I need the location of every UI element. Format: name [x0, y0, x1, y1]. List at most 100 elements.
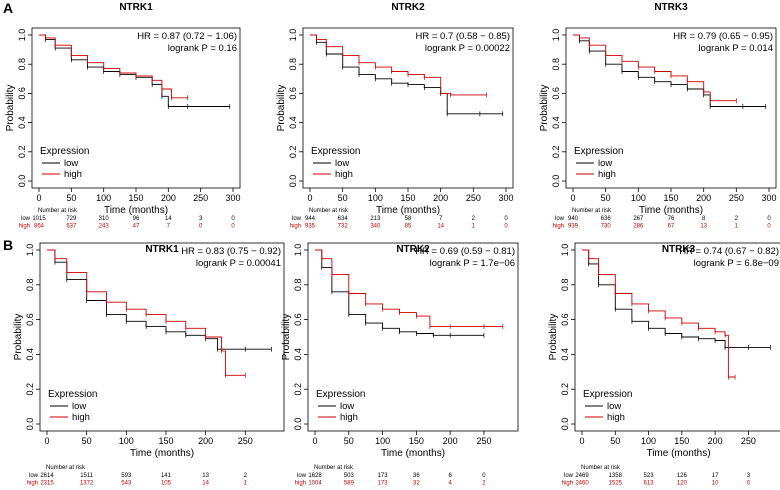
survival-curve-high	[582, 249, 736, 378]
legend-label-high: high	[335, 169, 353, 180]
x-axis-title: Time (months)	[646, 448, 710, 459]
risk-count-low: 634	[338, 216, 349, 222]
chart-title: NTRK3	[654, 2, 688, 13]
x-tick-label: 0	[579, 436, 584, 446]
risk-row-label-low: low	[555, 216, 565, 222]
legend-label-high: high	[64, 169, 82, 180]
risk-count-high: 14	[202, 481, 209, 487]
risk-count-high: 4	[449, 481, 453, 487]
y-axis-title: Probability	[276, 85, 287, 132]
y-tick-label: 0.4	[560, 348, 570, 361]
x-tick-label: 100	[641, 436, 656, 446]
risk-count-low: 36	[413, 473, 420, 479]
risk-count-low: 1358	[609, 473, 623, 479]
legend-title: Expression	[574, 146, 623, 157]
risk-count-low: 173	[378, 473, 389, 479]
y-tick-label: 0.8	[293, 279, 303, 292]
risk-count-high: 120	[677, 481, 688, 487]
x-tick-label: 100	[119, 436, 134, 446]
x-tick-label: 100	[368, 193, 383, 203]
x-tick-label: 200	[198, 436, 213, 446]
risk-count-high: 1	[735, 224, 739, 230]
panel-label-b: B	[3, 237, 13, 253]
y-tick-label: 0.8	[560, 279, 570, 292]
chart-title: NTRK2	[396, 244, 430, 255]
y-tick-label: 0.8	[17, 58, 27, 71]
risk-row-label-low: low	[21, 216, 31, 222]
y-tick-label: 0.6	[560, 313, 570, 326]
legend-title: Expression	[48, 389, 97, 400]
y-tick-label: 0.4	[17, 116, 27, 129]
risk-count-high: 864	[34, 224, 45, 230]
legend-label-low: low	[607, 401, 621, 412]
risk-count-high: 105	[161, 481, 172, 487]
y-tick-label: 0.4	[551, 116, 561, 129]
risk-count-high: 730	[601, 224, 612, 230]
risk-count-high: 13	[700, 224, 707, 230]
risk-count-low: 3	[747, 473, 751, 479]
risk-count-low: 0	[504, 216, 508, 222]
risk-count-high: 613	[644, 481, 655, 487]
x-tick-label: 300	[225, 193, 240, 203]
legend-title: Expression	[40, 146, 89, 157]
plot-frame	[39, 242, 285, 432]
risk-count-low: 141	[161, 473, 172, 479]
risk-count-low: 58	[405, 216, 412, 222]
risk-count-high: 732	[338, 224, 349, 230]
x-tick-label: 100	[375, 436, 390, 446]
legend-label-low: low	[64, 158, 78, 169]
risk-row-label-high: high	[562, 481, 573, 487]
y-tick-label: 1.0	[17, 29, 27, 42]
x-tick-label: 100	[96, 193, 111, 203]
x-tick-label: 200	[161, 193, 176, 203]
logrank-p-text: logrank P = 6.8e−09	[694, 258, 779, 269]
risk-count-high: 0	[231, 224, 235, 230]
risk-count-high: 1372	[80, 481, 94, 487]
x-tick-label: 150	[409, 436, 424, 446]
x-tick-label: 0	[307, 193, 312, 203]
y-tick-label: 0.0	[17, 175, 27, 188]
risk-count-low: 1511	[80, 473, 94, 479]
risk-count-low: 944	[305, 216, 316, 222]
hazard-ratio-text: HR = 0.69 (0.59 − 0.81)	[415, 246, 515, 257]
chart-title: NTRK3	[662, 244, 696, 255]
risk-count-high: 47	[133, 224, 140, 230]
y-tick-label: 0.2	[293, 383, 303, 396]
x-axis-title: Time (months)	[381, 448, 445, 459]
y-axis-title: Probability	[5, 85, 16, 132]
x-tick-label: 50	[601, 193, 611, 203]
legend-label-high: high	[72, 412, 90, 423]
survival-curve-high	[310, 34, 487, 96]
y-tick-label: 0.6	[25, 313, 35, 326]
y-axis-title: Probability	[13, 314, 24, 361]
x-tick-label: 50	[66, 193, 76, 203]
y-tick-label: 0.0	[551, 175, 561, 188]
risk-count-high: 32	[413, 481, 420, 487]
risk-count-high: 286	[633, 224, 644, 230]
x-axis-title: Time (months)	[104, 205, 168, 216]
x-tick-label: 250	[741, 436, 756, 446]
risk-row-label-high: high	[19, 224, 30, 230]
risk-row-label-low: low	[297, 473, 307, 479]
risk-count-low: 6	[449, 473, 453, 479]
y-tick-label: 0.2	[560, 383, 570, 396]
legend-title: Expression	[311, 146, 360, 157]
y-tick-label: 0.0	[293, 418, 303, 431]
risk-count-high: 0	[504, 224, 508, 230]
risk-count-high: 2	[482, 481, 486, 487]
x-axis-title: Time (months)	[130, 448, 194, 459]
logrank-p-text: logrank P = 0.00041	[196, 258, 281, 269]
risk-count-low: 310	[99, 216, 110, 222]
risk-count-low: 0	[482, 473, 486, 479]
number-at-risk-header: Number at risk	[314, 465, 354, 471]
risk-count-low: 96	[133, 216, 140, 222]
risk-count-low: 3	[199, 216, 203, 222]
risk-count-low: 2	[472, 216, 476, 222]
legend-label-high: high	[340, 412, 358, 423]
risk-count-high: 340	[370, 224, 381, 230]
x-tick-label: 50	[338, 193, 348, 203]
y-tick-label: 1.0	[25, 244, 35, 257]
hazard-ratio-text: HR = 0.79 (0.65 − 0.95)	[673, 31, 773, 42]
y-tick-label: 0.6	[17, 87, 27, 100]
